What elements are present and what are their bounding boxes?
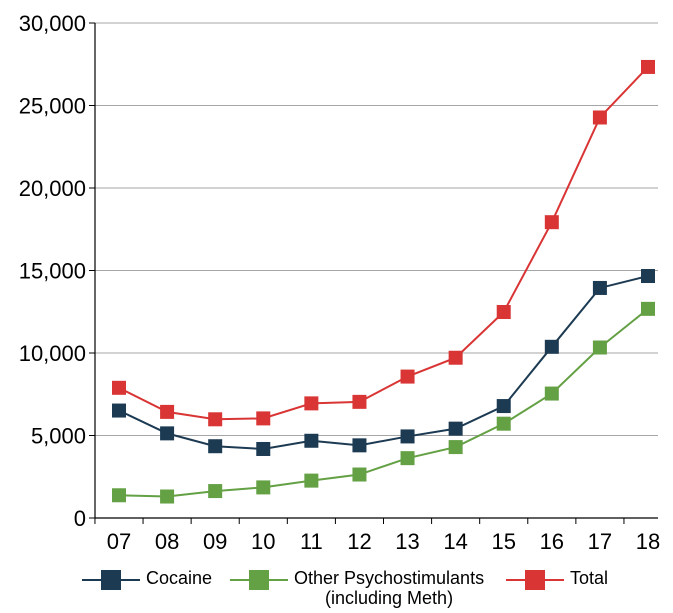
y-tick-label: 5,000 [31, 424, 86, 449]
data-point [352, 394, 367, 409]
legend-item-cocaine: Cocaine [80, 568, 212, 592]
y-tick-label: 30,000 [19, 11, 86, 36]
data-point [448, 421, 463, 436]
data-point [352, 467, 367, 482]
legend-label-total: Total [570, 568, 609, 588]
y-tick-label: 20,000 [19, 176, 86, 201]
series-1 [112, 301, 655, 504]
data-point [304, 433, 319, 448]
y-tick-label: 0 [74, 506, 86, 531]
legend-label-cocaine: Cocaine [146, 568, 213, 588]
series-0 [112, 269, 655, 456]
legend-swatch-total [504, 568, 566, 592]
x-tick-label: 17 [588, 529, 612, 554]
y-tick-label: 10,000 [19, 341, 86, 366]
data-point [400, 369, 415, 384]
axes [89, 22, 658, 524]
x-tick-label: 16 [540, 529, 564, 554]
series-2 [112, 59, 655, 427]
legend: Cocaine Other Psychostimulants (includin… [80, 568, 640, 613]
data-point [208, 439, 223, 454]
x-tick-label: 08 [155, 529, 179, 554]
legend-item-total: Total [504, 568, 608, 592]
data-point [544, 386, 559, 401]
data-point [496, 416, 511, 431]
x-tick-label: 11 [300, 529, 323, 554]
data-point [352, 438, 367, 453]
y-axis-tick-labels: 0 5,000 10,000 15,000 20,000 25,000 30,000 [19, 11, 86, 531]
series-line [118, 308, 649, 498]
x-tick-label: 15 [491, 529, 515, 554]
legend-label-other-psychostimulants-line1: Other Psychostimulants [294, 568, 485, 588]
data-point [448, 350, 463, 365]
x-tick-label: 09 [203, 529, 227, 554]
data-point [112, 403, 126, 418]
legend-label-other-psychostimulants-line2: (including Meth) [325, 588, 454, 608]
x-tick-label: 10 [251, 529, 275, 554]
legend-marker-cocaine [101, 570, 121, 590]
legend-swatch-cocaine [80, 568, 142, 592]
data-point [641, 269, 655, 284]
data-point [256, 441, 271, 456]
x-tick-label: 13 [395, 529, 419, 554]
data-point [112, 488, 126, 503]
data-point [208, 412, 223, 427]
data-point [496, 305, 511, 320]
gridlines [95, 22, 658, 436]
x-axis-tick-labels: 07 08 09 10 11 12 13 14 15 16 17 18 [107, 529, 660, 554]
legend-item-other-psychostimulants: Other Psychostimulants (including Meth) [228, 568, 484, 608]
x-tick-label: 07 [107, 529, 131, 554]
legend-marker-other-psychostimulants [249, 570, 269, 590]
data-point [208, 484, 223, 499]
data-point [112, 380, 126, 395]
data-point [400, 451, 415, 466]
y-tick-label: 15,000 [19, 259, 86, 284]
data-point [641, 301, 655, 316]
x-tick-label: 18 [636, 529, 660, 554]
x-tick-label: 12 [347, 529, 371, 554]
legend-marker-total [525, 570, 545, 590]
data-point [304, 396, 319, 411]
legend-label-other-psychostimulants: Other Psychostimulants (including Meth) [294, 568, 484, 608]
data-point [592, 280, 607, 295]
data-point [304, 473, 319, 488]
data-point [160, 489, 175, 504]
data-point [544, 215, 559, 230]
data-point [256, 480, 271, 495]
data-point [641, 59, 655, 74]
data-point [592, 110, 607, 125]
data-point [256, 411, 271, 426]
data-point [496, 399, 511, 414]
data-point [544, 339, 559, 354]
data-point [448, 440, 463, 455]
y-tick-label: 25,000 [19, 94, 86, 119]
data-point [592, 340, 607, 355]
data-point [160, 426, 175, 441]
series-line [118, 66, 649, 421]
series-line [118, 275, 649, 450]
legend-swatch-other-psychostimulants [228, 568, 290, 592]
x-tick-label: 14 [443, 529, 467, 554]
data-point [160, 404, 175, 419]
data-point [400, 429, 415, 444]
series-lines [112, 59, 655, 504]
